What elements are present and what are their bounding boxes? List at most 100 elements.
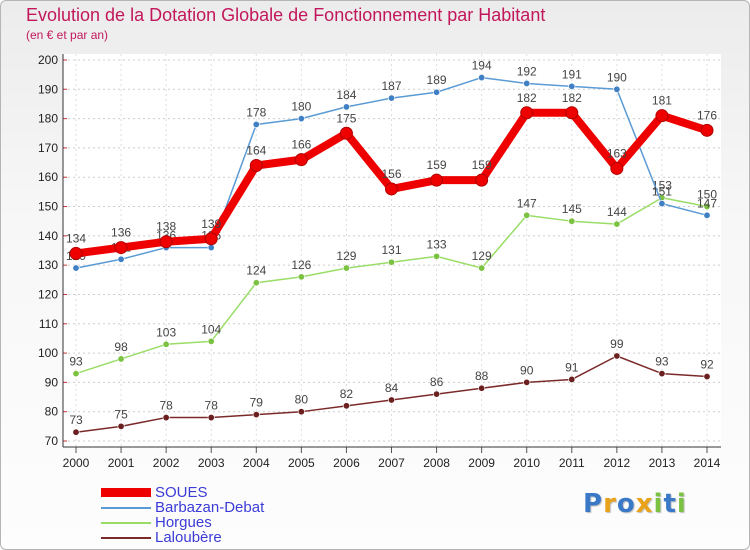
x-tick-label: 2000: [63, 456, 90, 470]
x-tick-label: 2001: [108, 456, 135, 470]
data-point-barbazan-debat: [703, 211, 711, 219]
data-point-barbazan-debat: [433, 88, 441, 96]
data-point-soues: [294, 153, 308, 167]
data-label-laloub-re: 78: [159, 399, 173, 413]
chart-subtitle: (en € et par an): [26, 28, 109, 42]
chart-title: Evolution de la Dotation Globale de Fonc…: [26, 5, 546, 25]
data-point-horgues: [478, 264, 486, 272]
legend-label-barbazan-debat: Barbazan-Debat: [155, 499, 265, 516]
data-point-laloub-re: [252, 411, 260, 419]
data-label-soues: 175: [336, 111, 356, 125]
data-point-horgues: [703, 203, 711, 211]
data-label-horgues: 150: [697, 188, 717, 202]
data-point-barbazan-debat: [658, 200, 666, 208]
data-point-laloub-re: [297, 408, 305, 416]
legend-swatch-laloub-re: [101, 537, 151, 539]
data-label-laloub-re: 93: [655, 355, 669, 369]
data-point-laloub-re: [568, 375, 576, 383]
data-point-barbazan-debat: [207, 244, 215, 252]
data-point-horgues: [207, 337, 215, 345]
data-label-soues: 164: [246, 144, 266, 158]
data-point-barbazan-debat: [297, 115, 305, 123]
y-tick-label: 160: [38, 170, 58, 184]
data-label-barbazan-debat: 191: [562, 67, 582, 81]
data-label-laloub-re: 90: [520, 363, 534, 377]
y-tick-label: 130: [38, 258, 58, 272]
data-label-barbazan-debat: 187: [381, 79, 401, 93]
legend-label-soues: SOUES: [155, 484, 208, 501]
data-label-barbazan-debat: 189: [427, 73, 447, 87]
x-tick-label: 2011: [559, 456, 585, 470]
data-label-horgues: 131: [381, 243, 401, 257]
data-point-laloub-re: [117, 422, 125, 430]
legend-swatch-soues: [101, 488, 151, 497]
y-tick-label: 120: [38, 287, 58, 301]
data-label-soues: 159: [472, 158, 492, 172]
data-label-barbazan-debat: 178: [246, 105, 266, 119]
data-point-soues: [565, 106, 579, 120]
data-point-barbazan-debat: [387, 94, 395, 102]
data-point-barbazan-debat: [478, 74, 486, 82]
data-label-soues: 134: [66, 231, 86, 245]
data-label-laloub-re: 80: [295, 393, 309, 407]
data-point-horgues: [523, 211, 531, 219]
data-point-laloub-re: [478, 384, 486, 392]
x-tick-label: 2007: [378, 456, 405, 470]
data-point-laloub-re: [72, 428, 80, 436]
data-label-barbazan-debat: 194: [472, 59, 492, 73]
data-label-soues: 159: [427, 158, 447, 172]
data-point-horgues: [613, 220, 621, 228]
x-tick-label: 2006: [333, 456, 360, 470]
x-tick-label: 2005: [288, 456, 315, 470]
data-point-laloub-re: [658, 370, 666, 378]
data-point-soues: [475, 173, 489, 187]
x-tick-label: 2008: [423, 456, 450, 470]
data-point-horgues: [117, 355, 125, 363]
data-point-soues: [520, 106, 534, 120]
data-label-laloub-re: 91: [565, 360, 579, 374]
data-point-laloub-re: [207, 414, 215, 422]
data-point-barbazan-debat: [117, 255, 125, 263]
y-tick-label: 140: [38, 229, 58, 243]
data-label-laloub-re: 73: [69, 413, 83, 427]
data-point-laloub-re: [342, 402, 350, 410]
legend-swatch-horgues: [101, 522, 151, 524]
data-label-soues: 181: [652, 94, 672, 108]
data-point-barbazan-debat: [72, 264, 80, 272]
data-point-horgues: [568, 217, 576, 225]
y-tick-label: 200: [38, 53, 58, 67]
data-label-laloub-re: 84: [385, 381, 399, 395]
data-label-horgues: 126: [291, 258, 311, 272]
data-label-horgues: 98: [114, 340, 128, 354]
data-label-soues: 156: [381, 167, 401, 181]
data-label-soues: 182: [562, 91, 582, 105]
data-point-barbazan-debat: [613, 85, 621, 93]
data-point-soues: [610, 161, 624, 175]
y-tick-label: 90: [45, 375, 59, 389]
data-label-laloub-re: 79: [250, 396, 264, 410]
data-label-horgues: 129: [472, 249, 492, 263]
data-label-horgues: 144: [607, 205, 627, 219]
x-tick-label: 2010: [513, 456, 540, 470]
y-tick-label: 190: [38, 82, 58, 96]
data-label-soues: 138: [156, 220, 176, 234]
y-tick-label: 170: [38, 141, 58, 155]
data-label-horgues: 93: [69, 355, 83, 369]
data-label-soues: 136: [111, 226, 131, 240]
data-label-laloub-re: 86: [430, 375, 444, 389]
data-point-laloub-re: [387, 396, 395, 404]
data-point-horgues: [297, 273, 305, 281]
data-label-laloub-re: 99: [610, 337, 624, 351]
data-label-laloub-re: 88: [475, 369, 489, 383]
x-tick-label: 2009: [468, 456, 495, 470]
data-point-horgues: [387, 258, 395, 266]
data-label-soues: 166: [291, 138, 311, 152]
x-tick-label: 2012: [604, 456, 631, 470]
y-tick-label: 110: [39, 317, 58, 331]
data-point-laloub-re: [703, 373, 711, 381]
data-label-barbazan-debat: 147: [697, 196, 717, 210]
data-label-laloub-re: 78: [205, 399, 219, 413]
data-point-soues: [385, 182, 398, 196]
